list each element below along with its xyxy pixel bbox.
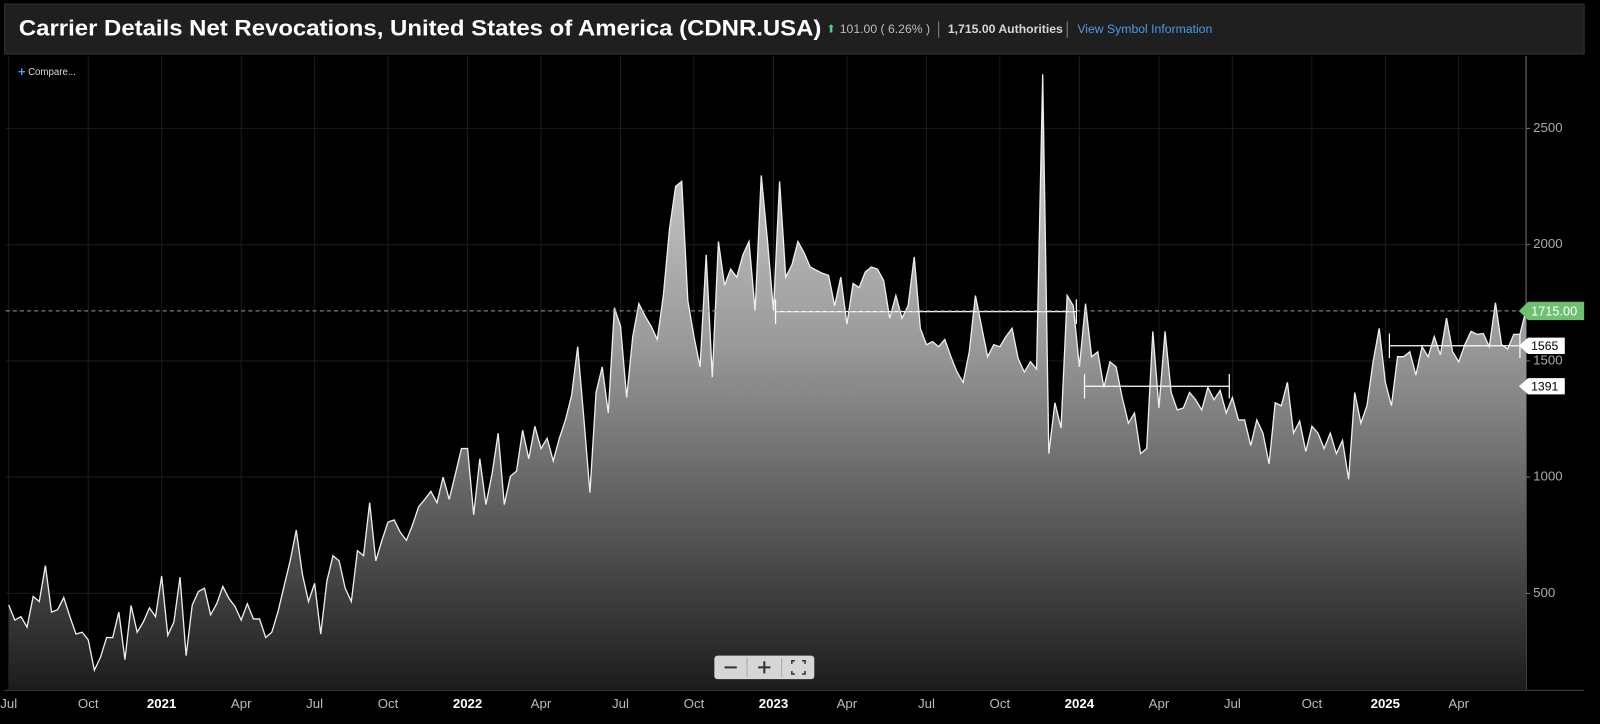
up-arrow: ⬆	[827, 24, 836, 36]
zoom-in[interactable]	[758, 661, 771, 674]
area	[8, 74, 1527, 691]
compare-plus[interactable]: +	[18, 64, 26, 79]
average-tag	[1518, 378, 1565, 395]
average-line	[774, 299, 1077, 324]
x-tick-label: Oct	[78, 696, 99, 711]
x-tick-label: Apr	[531, 696, 552, 711]
x-tick-label: 2024	[1065, 696, 1095, 711]
last-value-label: 1715.00	[1531, 303, 1577, 318]
x-tick-label: Apr	[837, 696, 858, 711]
x-tick-label: 2023	[759, 696, 788, 711]
x-tick-label: Apr	[1149, 696, 1170, 711]
x-tick-label: 2025	[1371, 696, 1400, 711]
y-tick-label: 2000	[1533, 236, 1562, 251]
y-tick-label: 1500	[1533, 352, 1562, 367]
header-bar	[4, 3, 1585, 55]
y-tick-label: 500	[1533, 585, 1555, 600]
x-tick-label: Jul	[918, 696, 935, 711]
x-tick-label: 2021	[147, 696, 176, 711]
x-tick-label: Apr	[1448, 696, 1469, 711]
average-line	[1083, 374, 1230, 399]
y-tick-label: 1000	[1533, 469, 1562, 484]
current-value: 1,715.00 Authorities	[948, 22, 1063, 36]
x-tick-label: Jul	[306, 696, 323, 711]
x-tick-label: Jul	[1224, 696, 1241, 711]
x-tick-label: Oct	[684, 696, 705, 711]
last-value-tag	[1518, 301, 1585, 321]
chart-title: Carrier Details Net Revocations, United …	[19, 15, 822, 40]
zoom-controls[interactable]	[714, 655, 815, 680]
change: 101.00 ( 6.26% )	[840, 22, 930, 36]
fullscreen[interactable]	[791, 660, 806, 675]
line	[8, 74, 1527, 673]
x-tick-label: Oct	[378, 696, 399, 711]
x-tick-label: 2022	[453, 696, 482, 711]
average-tag	[1518, 337, 1565, 354]
compare-button[interactable]: Compare...	[28, 67, 76, 78]
x-tick-label: Oct	[990, 696, 1011, 711]
symbol-info-link[interactable]: View Symbol Information	[1077, 22, 1212, 36]
watermark: SONAR	[724, 371, 863, 405]
average-label: 1391	[1531, 379, 1558, 393]
plot: 500 1000 1500 2000 2500 Jul Oct 2021 Apr Jul Oct 20…	[0, 56, 1585, 711]
y-tick-label: 2500	[1533, 120, 1562, 135]
average-label: 1565	[1531, 339, 1558, 353]
x-tick-label: Jul	[612, 696, 629, 711]
x-tick-label: Apr	[231, 696, 252, 711]
x-tick-label: Jul	[0, 696, 17, 711]
x-tick-label: Oct	[1302, 696, 1323, 711]
